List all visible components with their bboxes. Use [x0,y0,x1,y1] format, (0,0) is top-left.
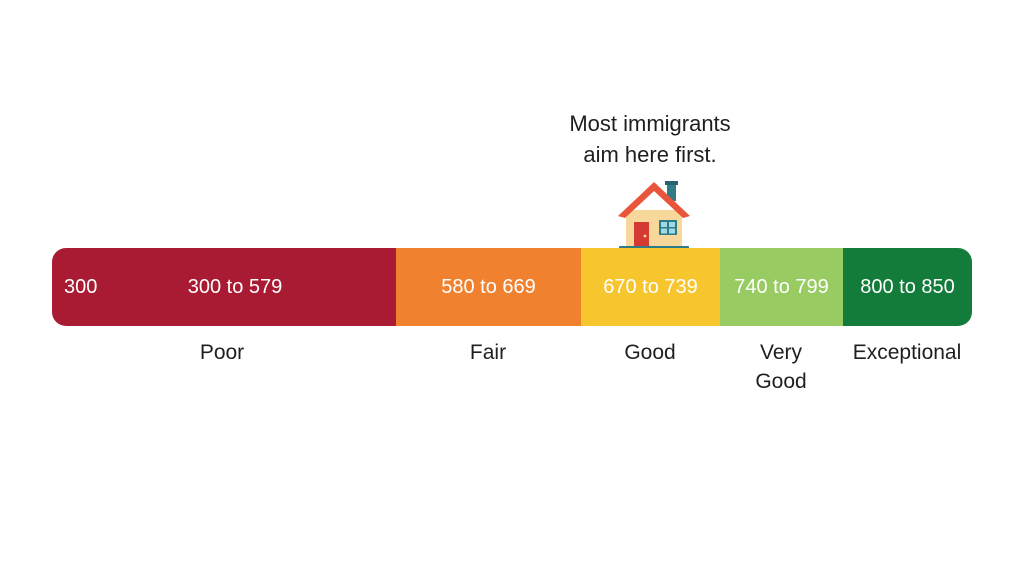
rating-label-line: Exceptional [852,341,962,364]
segment-exceptional: 800 to 850 [843,248,972,326]
rating-label-line: Fair [469,341,507,364]
annotation-line-2: aim here first. [583,142,717,167]
score-range-bar: 300 300 to 579 580 to 669 670 to 739 740 to … [52,248,972,326]
rating-label-line: Poor [199,341,245,364]
scale-start-label: 300 [64,275,98,298]
segment-poor: 300 300 to 579 [52,248,396,326]
annotation-callout: Most immigrants aim here first. [530,108,770,170]
rating-label-very-good: Very Good [755,338,806,396]
segment-range-label: 670 to 739 [603,275,698,298]
segment-very-good: 740 to 799 [720,248,843,326]
rating-label-line: Good [755,370,807,393]
rating-label-line: Good [624,341,676,364]
house-icon [618,181,690,251]
segment-range-label: 800 to 850 [860,275,955,298]
rating-labels: Poor Fair Good Very Good Exceptional [52,338,972,418]
segment-range-label: 740 to 799 [734,275,829,298]
rating-label-line: Very [759,341,803,364]
annotation-line-1: Most immigrants [569,111,731,136]
segment-range-label: 300 to 579 [187,275,283,298]
rating-label-good: Good [624,338,675,367]
segment-range-label: 580 to 669 [441,275,536,298]
rating-label-fair: Fair [470,338,506,367]
rating-label-poor: Poor [200,338,244,367]
rating-label-exceptional: Exceptional [853,338,962,367]
segment-good: 670 to 739 [581,248,720,326]
segment-fair: 580 to 669 [396,248,581,326]
